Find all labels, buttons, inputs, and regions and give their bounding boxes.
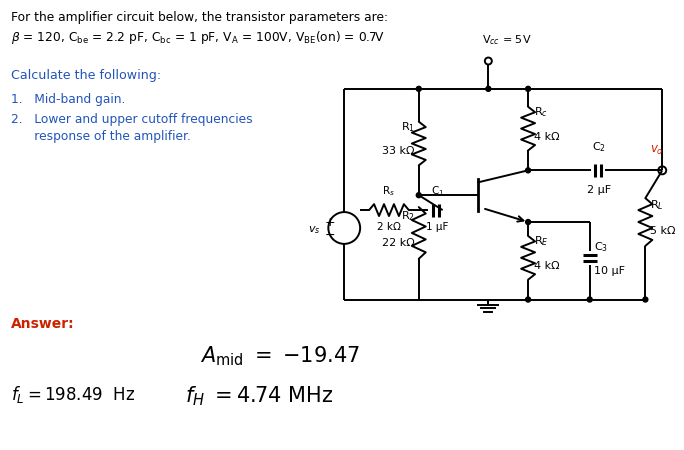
Text: 5 kΩ: 5 kΩ [650,226,676,236]
Text: 10 μF: 10 μF [594,266,624,276]
Text: 1.   Mid-band gain.: 1. Mid-band gain. [12,93,126,106]
Text: 4 kΩ: 4 kΩ [534,261,560,271]
Text: R$_s$: R$_s$ [382,184,395,198]
Text: response of the amplifier.: response of the amplifier. [12,130,192,143]
Text: 2.   Lower and upper cutoff frequencies: 2. Lower and upper cutoff frequencies [12,112,253,126]
Text: 2 kΩ: 2 kΩ [377,222,401,232]
Circle shape [417,86,421,91]
Text: 4 kΩ: 4 kΩ [534,131,560,142]
Circle shape [525,168,531,173]
Text: R$_E$: R$_E$ [534,234,549,248]
Text: C$_1$: C$_1$ [431,184,445,198]
Text: +: + [325,216,336,229]
Circle shape [525,86,531,91]
Text: $\mathit{f}_H$ $= 4.74$ MHz: $\mathit{f}_H$ $= 4.74$ MHz [185,384,334,408]
Text: Answer:: Answer: [12,317,75,332]
Text: C$_2$: C$_2$ [592,141,605,154]
Text: $v_s$: $v_s$ [308,224,320,236]
Circle shape [417,193,421,198]
Circle shape [525,220,531,225]
Text: Calculate the following:: Calculate the following: [12,69,161,82]
Circle shape [588,297,592,302]
Text: R$_2$: R$_2$ [401,209,415,223]
Text: For the amplifier circuit below, the transistor parameters are:: For the amplifier circuit below, the tra… [12,11,389,24]
Text: R$_c$: R$_c$ [534,105,548,119]
Circle shape [643,297,648,302]
Circle shape [525,297,531,302]
Text: C$_3$: C$_3$ [594,240,608,254]
Text: V$_{cc}$ = 5V: V$_{cc}$ = 5V [482,33,532,47]
Text: 33 kΩ: 33 kΩ [382,147,415,157]
Circle shape [486,86,491,91]
Text: 1 μF: 1 μF [426,222,449,232]
Text: R$_L$: R$_L$ [650,198,664,212]
Text: R$_1$: R$_1$ [401,120,415,134]
Text: $\mathit{f}_L$$=$198.49  Hz: $\mathit{f}_L$$=$198.49 Hz [12,384,136,405]
Text: $\beta$ = 120, C$_{\rm be}$ = 2.2 pF, C$_{\rm bc}$ = 1 pF, V$_{\rm A}$ = 100V, V: $\beta$ = 120, C$_{\rm be}$ = 2.2 pF, C$… [12,29,385,46]
Text: 2 μF: 2 μF [587,185,611,195]
Text: −: − [325,229,336,242]
Text: $\mathit{A}_{\rm mid}$ $=$ $-$19.47: $\mathit{A}_{\rm mid}$ $=$ $-$19.47 [200,344,360,368]
Text: $v_o$: $v_o$ [650,144,664,158]
Text: 22 kΩ: 22 kΩ [382,238,415,248]
